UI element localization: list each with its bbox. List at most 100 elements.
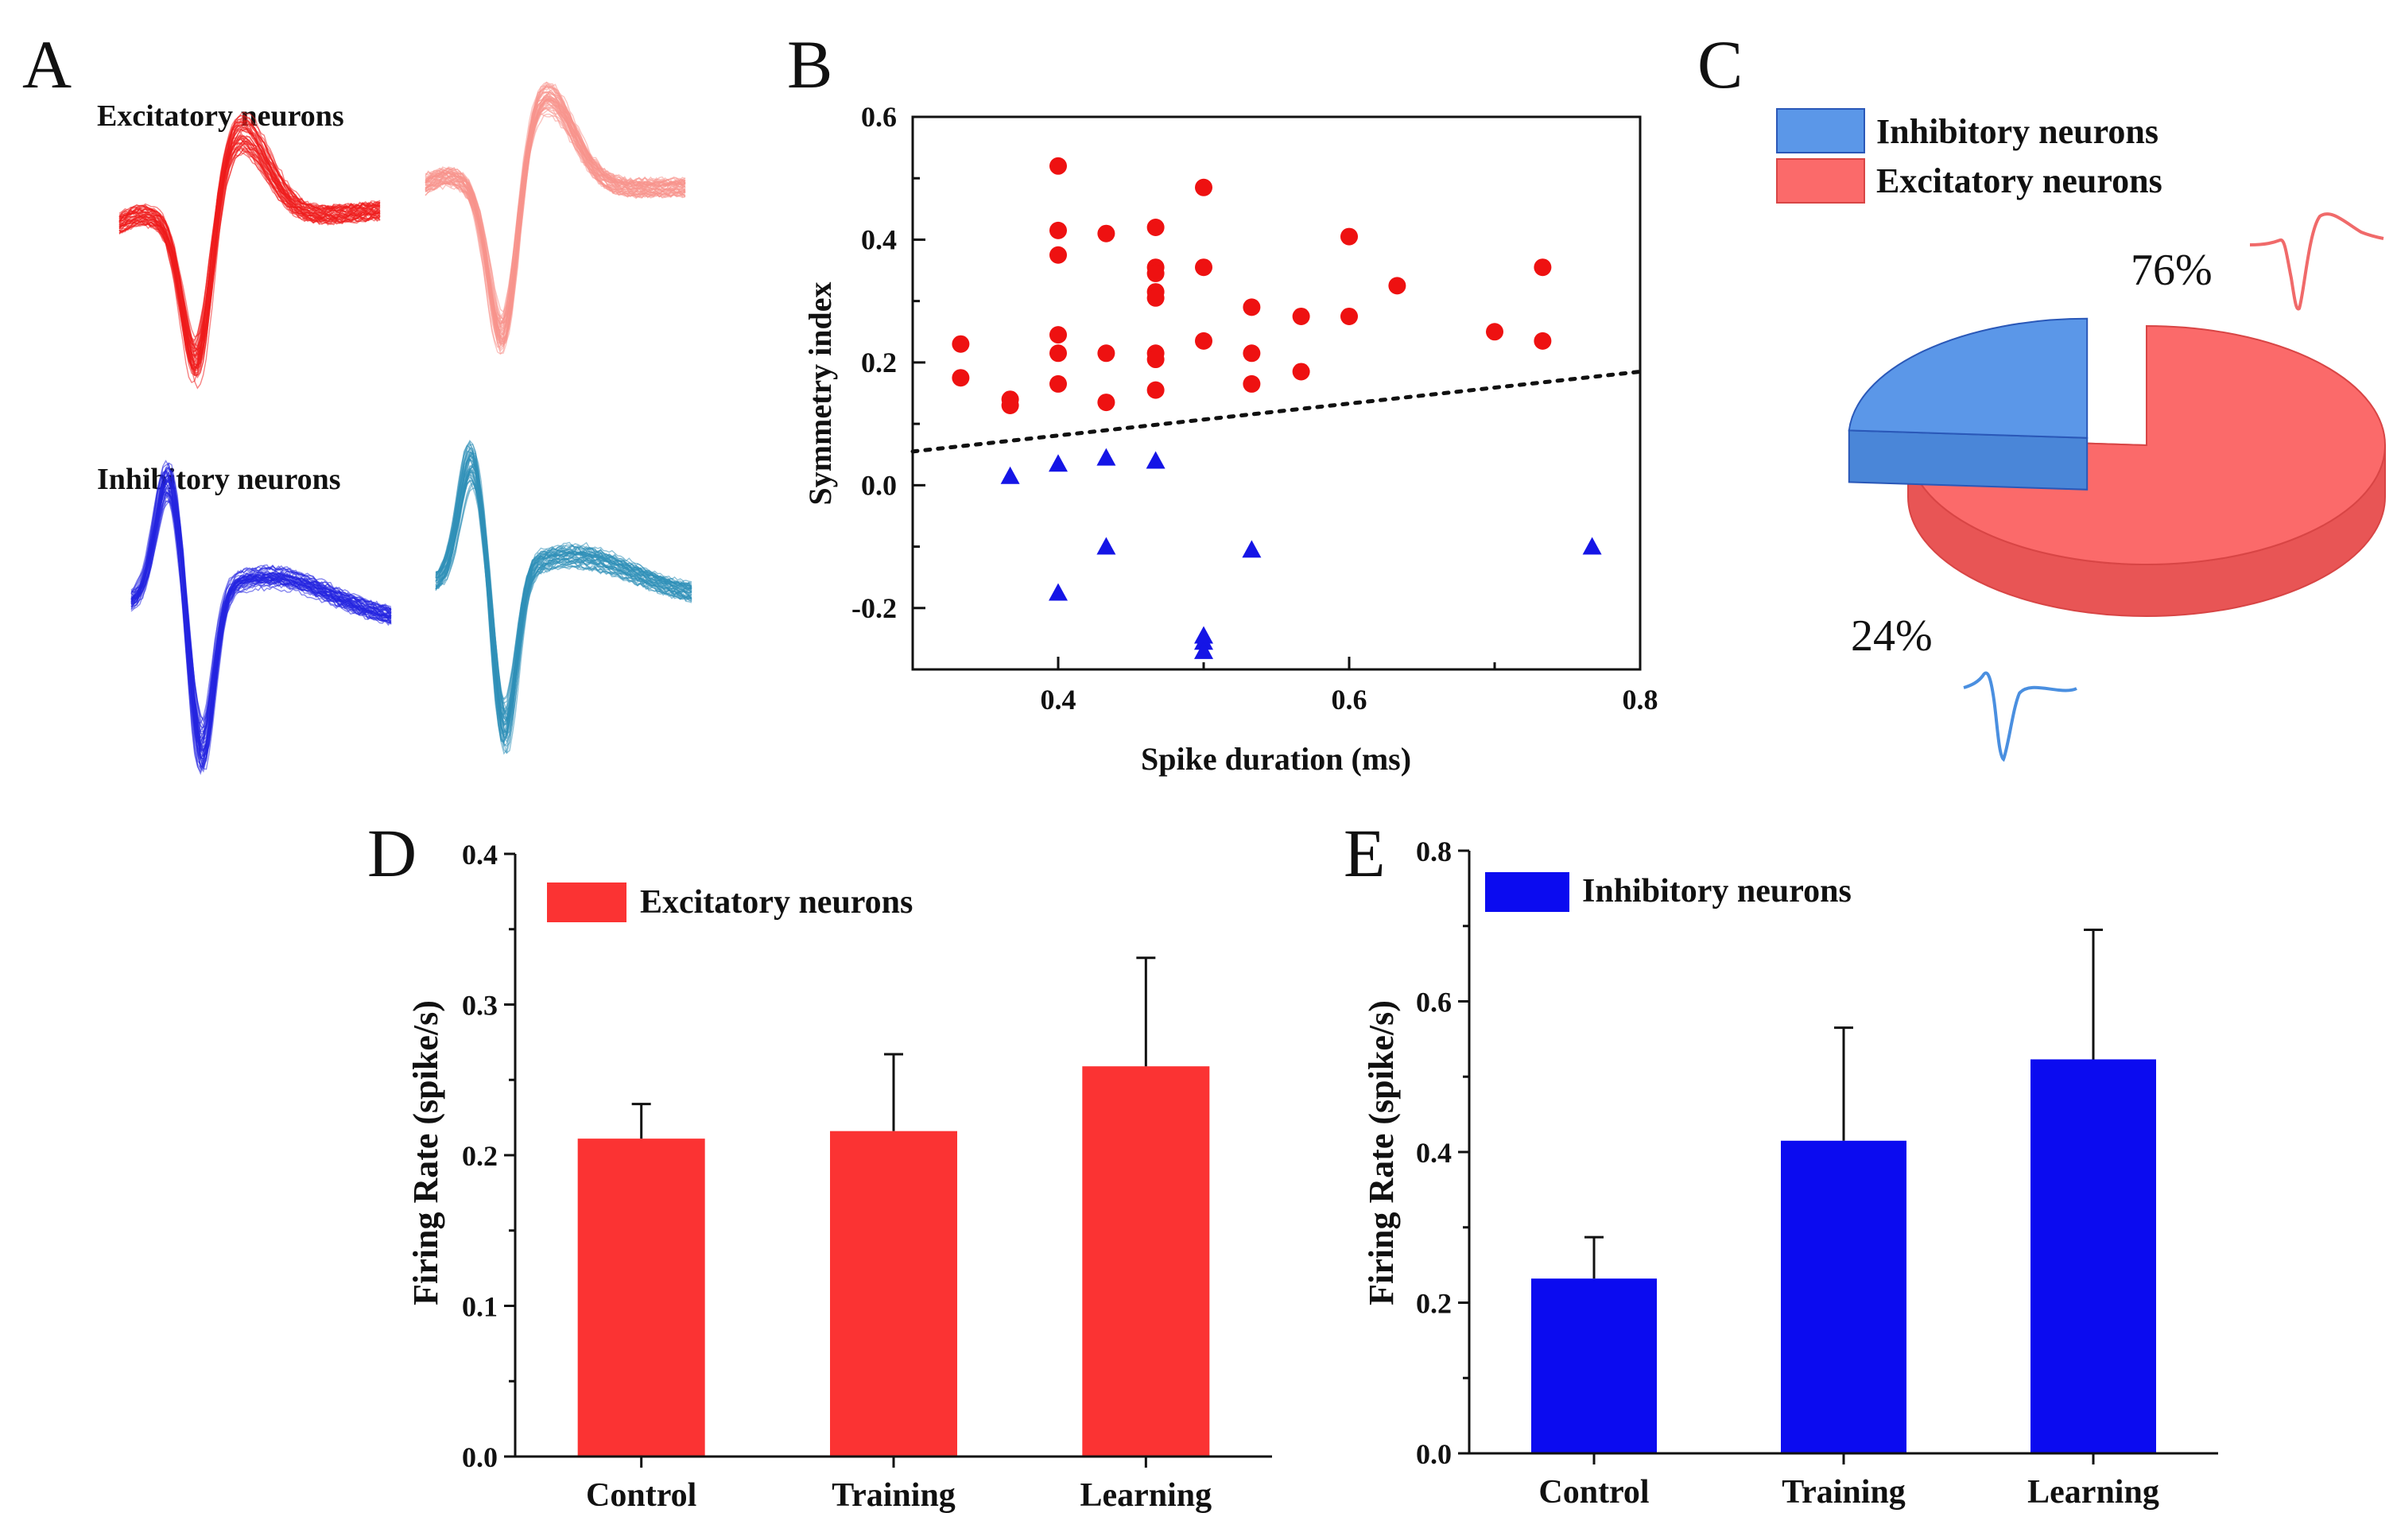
- scatter-point-inhibitory: [1049, 454, 1068, 472]
- pie-legend-swatch-inhibitory: [1776, 108, 1865, 153]
- waveform-trace: [118, 128, 381, 351]
- waveform-trace: [425, 85, 686, 336]
- waveform-trace: [118, 135, 381, 346]
- waveform-trace: [425, 99, 686, 339]
- waveform-trace: [130, 479, 392, 769]
- bar-chart-d-bars: [577, 956, 1210, 1457]
- ytick-label: 0.6: [1416, 987, 1452, 1018]
- panel-b-scatter: 0.4 0.6 0.8 -0.2 0.0 0.2 0.4 0.6 Spike duration…: [802, 101, 1658, 777]
- waveform-trace: [118, 139, 381, 351]
- waveform-trace: [425, 99, 686, 320]
- waveform-trace: [130, 482, 392, 766]
- scatter-point-excitatory: [1049, 221, 1067, 239]
- waveform-trace: [118, 142, 381, 352]
- waveform-trace: [425, 84, 686, 351]
- waveform-trace: [435, 452, 692, 754]
- waveform-trace: [425, 91, 686, 325]
- waveform-trace: [118, 135, 381, 338]
- waveform-trace: [425, 113, 686, 326]
- waveform-trace: [435, 450, 692, 754]
- waveform-trace: [425, 91, 685, 339]
- inhibitory-waveform-label: Inhibitory neurons: [97, 463, 341, 496]
- excitatory-waveform-label: Excitatory neurons: [97, 99, 344, 133]
- scatter-ytick-label: 0.6: [861, 101, 897, 133]
- scatter-plot-frame: [911, 115, 1642, 671]
- waveform-trace: [425, 103, 686, 340]
- bar-chart-e-ylabel: Firing Rate (spike/s): [1362, 1000, 1401, 1305]
- waveform-trace: [425, 96, 686, 336]
- bar-control: [577, 1139, 705, 1457]
- scatter-ytick-label: 0.2: [861, 347, 897, 378]
- scatter-points: [952, 157, 1602, 659]
- waveform-trace: [118, 138, 381, 357]
- pie-legend-swatch-excitatory: [1776, 158, 1865, 204]
- waveform-trace: [425, 107, 686, 332]
- waveform-trace: [118, 147, 381, 359]
- scatter-point-excitatory: [1195, 258, 1212, 277]
- scatter-point-excitatory: [1146, 381, 1165, 399]
- bar-chart-e-legend-swatch: [1485, 872, 1569, 912]
- waveform-trace: [118, 138, 381, 363]
- xtick-label-control: Control: [586, 1477, 696, 1514]
- pie-legend-label-inhibitory: Inhibitory neurons: [1876, 112, 2158, 151]
- waveform-trace: [130, 479, 392, 759]
- waveform-trace: [118, 142, 381, 361]
- scatter-point-inhibitory: [1582, 537, 1602, 555]
- ytick-label: 0.2: [462, 1140, 498, 1172]
- excitatory-spike-icon: [2249, 212, 2384, 311]
- ytick-label: 0.1: [462, 1291, 498, 1323]
- waveform-trace: [130, 487, 392, 747]
- waveform-trace: [118, 121, 381, 384]
- waveform-trace: [118, 134, 381, 347]
- pie-slice-inhibitory: [1848, 317, 2089, 439]
- scatter-point-excitatory: [1292, 307, 1310, 325]
- bar-training: [1781, 1140, 1906, 1453]
- waveform-trace: [435, 476, 692, 716]
- waveform-trace: [425, 100, 686, 330]
- scatter-point-excitatory: [1195, 178, 1212, 196]
- waveform-trace: [435, 456, 692, 755]
- waveform-trace: [435, 459, 692, 747]
- ytick-label: 0.3: [462, 990, 498, 1022]
- waveform-trace: [435, 465, 692, 733]
- xtick-label-training: Training: [832, 1477, 956, 1514]
- scatter-point-excitatory: [1243, 374, 1261, 393]
- waveform-trace: [435, 471, 692, 723]
- bar-learning: [2030, 1059, 2156, 1453]
- waveform-trace: [118, 136, 381, 341]
- waveform-trace: [425, 100, 686, 347]
- waveform-trace: [118, 152, 381, 353]
- waveform-trace: [130, 485, 392, 751]
- bar-chart-e-axes: Control Training Learning 0.0 0.2 0.4 0.6 0.8: [1416, 836, 2218, 1511]
- panel-letter-e: E: [1344, 815, 1386, 891]
- scatter-point-excitatory: [1340, 307, 1358, 325]
- waveform-trace: [130, 481, 392, 751]
- waveform-trace: [118, 124, 381, 374]
- waveform-trace: [130, 465, 392, 773]
- panel-letter-b: B: [787, 26, 832, 103]
- waveform-trace: [130, 467, 392, 770]
- scatter-xtick-label: 0.6: [1332, 684, 1367, 716]
- waveform-trace: [130, 500, 392, 733]
- waveform-trace: [435, 466, 692, 735]
- waveform-trace: [130, 467, 392, 751]
- waveform-trace: [118, 145, 381, 347]
- ytick-label: 0.0: [462, 1441, 498, 1473]
- ytick-label: 0.4: [1416, 1137, 1452, 1169]
- scatter-point-excitatory: [1097, 224, 1115, 242]
- waveform-trace: [118, 123, 381, 370]
- waveform-trace: [130, 482, 392, 754]
- waveform-trace: [435, 481, 692, 711]
- panel-letter-d: D: [367, 815, 417, 891]
- waveform-trace: [425, 104, 686, 313]
- waveform-trace: [425, 95, 686, 322]
- waveform-trace: [435, 479, 692, 723]
- pie-cut-face-inhibitory: [1848, 429, 2089, 491]
- scatter-point-excitatory: [1243, 298, 1261, 316]
- waveform-trace: [118, 147, 381, 359]
- waveform-trace: [118, 140, 381, 357]
- waveform-trace: [130, 490, 392, 756]
- waveform-trace: [435, 451, 692, 743]
- scatter-point-inhibitory: [1146, 451, 1166, 469]
- scatter-ytick-label: -0.2: [851, 592, 897, 624]
